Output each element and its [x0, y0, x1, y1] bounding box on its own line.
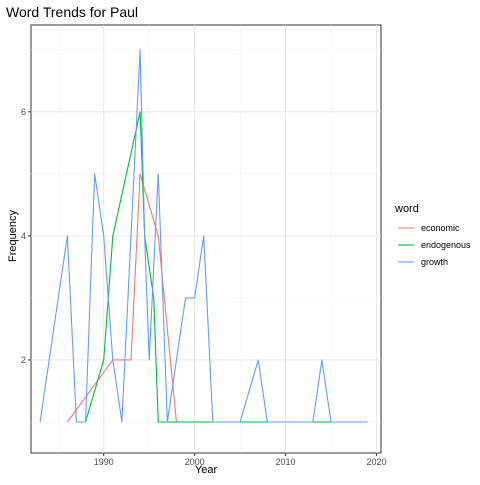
y-axis-title: Frequency	[7, 210, 19, 262]
legend-label-growth: growth	[421, 257, 448, 267]
y-tick-label: 2	[21, 355, 26, 365]
legend-label-economic: economic	[421, 223, 460, 233]
grid	[31, 25, 381, 453]
x-tick-label: 1990	[94, 457, 114, 467]
x-tick-label: 2000	[185, 457, 205, 467]
y-axis-ticks: 2 4 6	[21, 107, 31, 365]
x-axis-ticks: 1990 2000 2010 2020	[94, 453, 386, 467]
legend-title: word	[394, 203, 419, 215]
legend: economic endogenous growth	[398, 223, 471, 267]
legend-label-endogenous: endogenous	[421, 240, 471, 250]
plot-panel	[30, 24, 382, 454]
y-tick-label: 6	[21, 107, 26, 117]
series-lines	[39, 49, 368, 423]
x-tick-label: 2010	[276, 457, 296, 467]
series-line-growth	[39, 49, 368, 423]
chart-title: Word Trends for Paul	[6, 4, 138, 20]
x-axis-title: Year	[195, 464, 218, 476]
series-line-endogenous	[85, 111, 368, 423]
x-tick-label: 2020	[366, 457, 386, 467]
y-tick-label: 4	[21, 231, 26, 241]
